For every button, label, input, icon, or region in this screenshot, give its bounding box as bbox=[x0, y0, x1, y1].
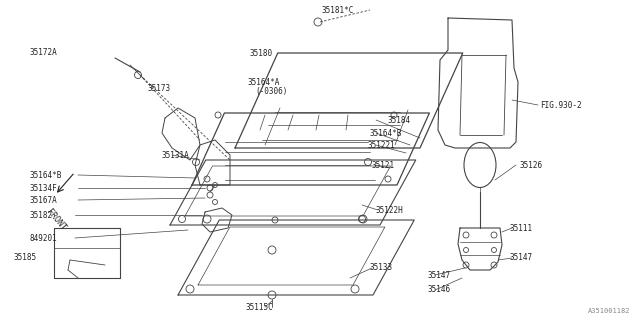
Text: 35164*B: 35164*B bbox=[370, 129, 403, 138]
Text: A351001182: A351001182 bbox=[588, 308, 630, 314]
Text: 35184: 35184 bbox=[388, 116, 411, 124]
Text: 35111: 35111 bbox=[510, 223, 533, 233]
Text: FIG.930-2: FIG.930-2 bbox=[540, 100, 582, 109]
Text: (-0306): (-0306) bbox=[255, 86, 287, 95]
Text: 35131A: 35131A bbox=[162, 150, 189, 159]
Text: 35172A: 35172A bbox=[30, 47, 58, 57]
Text: 35146: 35146 bbox=[428, 285, 451, 294]
Text: 849201: 849201 bbox=[30, 234, 58, 243]
Text: 35147: 35147 bbox=[428, 270, 451, 279]
Text: 35173: 35173 bbox=[148, 84, 171, 92]
Text: 35115C: 35115C bbox=[245, 302, 273, 311]
Text: 35164*B: 35164*B bbox=[30, 171, 62, 180]
Text: 35133: 35133 bbox=[370, 263, 393, 273]
Text: 351221: 351221 bbox=[368, 140, 396, 149]
Text: 35121: 35121 bbox=[371, 161, 394, 170]
Text: 35181*C: 35181*C bbox=[322, 5, 355, 14]
Text: FRONT: FRONT bbox=[45, 207, 67, 232]
Text: 35164*A: 35164*A bbox=[248, 77, 280, 86]
Text: 35167A: 35167A bbox=[30, 196, 58, 204]
Text: 35126: 35126 bbox=[520, 161, 543, 170]
Text: 35185: 35185 bbox=[14, 253, 37, 262]
Text: 35134F: 35134F bbox=[30, 183, 58, 193]
Text: 35182: 35182 bbox=[30, 211, 53, 220]
Text: 35147: 35147 bbox=[510, 253, 533, 262]
Text: 35180: 35180 bbox=[250, 49, 273, 58]
Text: 35122H: 35122H bbox=[375, 205, 403, 214]
